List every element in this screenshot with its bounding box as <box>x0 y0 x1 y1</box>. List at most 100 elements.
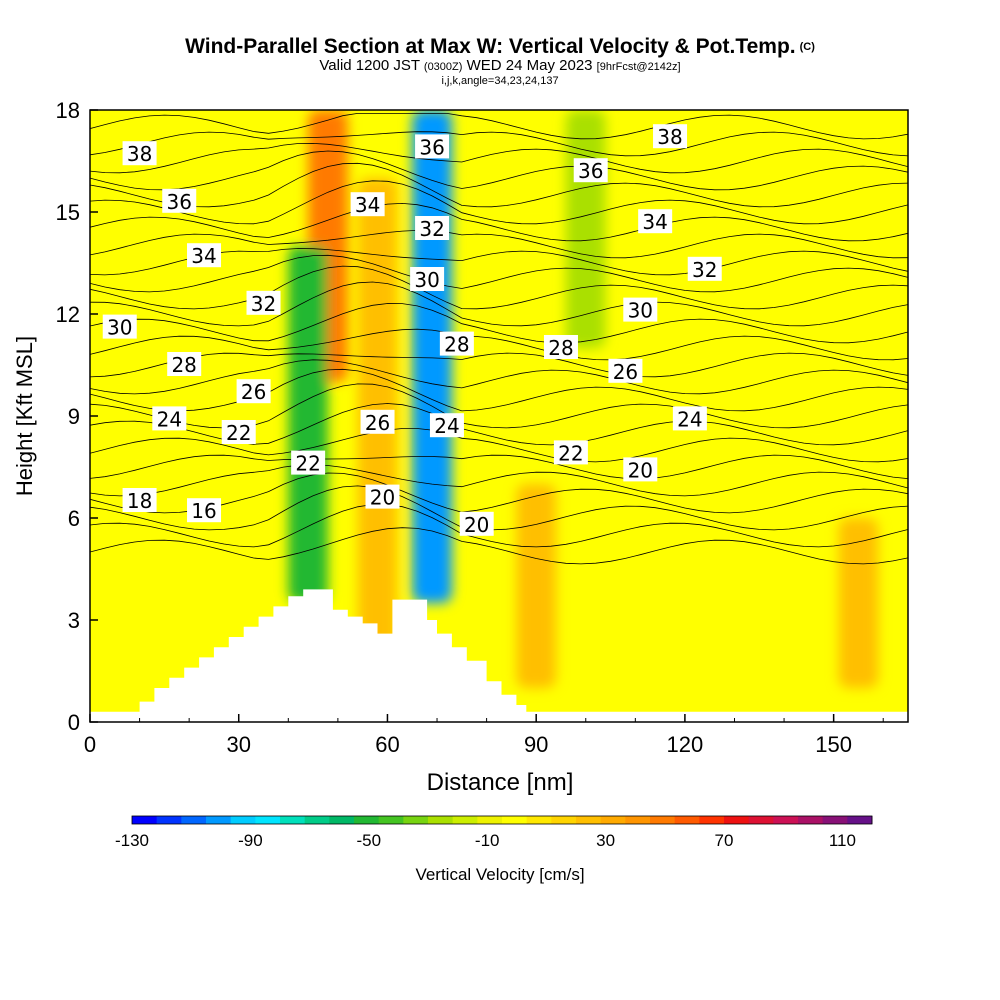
contour-label-bg <box>573 158 608 183</box>
contour-label-24: 32 <box>687 256 722 282</box>
theta-contour-2 <box>90 485 908 531</box>
contour-label-2: 34 <box>187 243 222 268</box>
contour-label-bg <box>187 243 222 268</box>
contour-label-text: 30 <box>414 268 439 292</box>
contour-label-text: 34 <box>191 244 216 268</box>
x-tick-label: 0 <box>84 732 96 757</box>
contour-label-bg <box>623 297 658 322</box>
colorbar-swatch-16 <box>526 816 552 824</box>
contour-label-text: 36 <box>419 135 444 159</box>
contour-label-bg <box>102 314 137 339</box>
colorbar-swatch-20 <box>625 816 651 824</box>
shaded-updraft-2 <box>516 484 557 688</box>
colorbar-swatch-23 <box>699 816 725 824</box>
contour-label-bg <box>350 192 385 217</box>
contour-label-18: 24 <box>429 413 464 438</box>
contour-label-bg <box>291 450 326 475</box>
shaded-downdraft-6 <box>565 110 606 348</box>
contour-label-bg <box>687 256 722 281</box>
colorbar-label: Vertical Velocity [cm/s] <box>415 865 584 884</box>
contour-label-text: 38 <box>657 125 682 149</box>
contour-label-text: 24 <box>157 407 182 431</box>
contour-label-text: 20 <box>370 486 395 510</box>
contour-label-bg <box>653 124 688 149</box>
contour-label-16: 28 <box>439 331 474 357</box>
contour-label-5: 28 <box>167 352 202 377</box>
contour-label-1: 36 <box>162 188 197 214</box>
contour-label-bg <box>187 498 222 523</box>
contour-label-9: 22 <box>291 450 326 476</box>
y-tick-label: 6 <box>68 506 80 531</box>
theta-contour-11 <box>90 352 908 378</box>
contour-label-text: 18 <box>127 489 152 513</box>
contour-label-bg <box>167 352 202 376</box>
colorbar-swatch-9 <box>354 816 380 824</box>
x-tick-label: 60 <box>375 732 399 757</box>
colorbar-swatch-29 <box>847 816 873 824</box>
contour-label-text: 20 <box>464 513 489 537</box>
contour-label-7: 24 <box>152 406 187 431</box>
colorbar-swatch-13 <box>452 816 478 824</box>
colorbar-swatch-12 <box>428 816 454 824</box>
theta-contour-20 <box>90 180 908 225</box>
contour-label-bg <box>543 335 578 359</box>
theta-contour-18 <box>90 229 908 259</box>
x-tick-label: 120 <box>667 732 704 757</box>
colorbar-swatch-5 <box>255 816 281 824</box>
contour-label-text: 22 <box>295 452 320 476</box>
contour-label-20: 20 <box>459 511 494 537</box>
contour-label-bg <box>122 488 157 512</box>
colorbar-swatch-11 <box>403 816 429 824</box>
contour-label-text: 26 <box>613 360 638 384</box>
contour-label-27: 26 <box>608 358 643 384</box>
contour-label-bg <box>459 511 494 536</box>
theta-contour-24 <box>90 131 908 157</box>
theta-contour-10 <box>90 359 908 395</box>
contour-label-6: 26 <box>236 379 271 404</box>
shaded-updraft-3 <box>838 518 879 688</box>
contour-label-23: 34 <box>638 209 673 234</box>
contour-label-text: 30 <box>628 299 653 323</box>
colorbar-tick-label: 110 <box>829 831 856 850</box>
contour-label-bg <box>439 331 474 356</box>
contour-label-text: 36 <box>578 159 603 183</box>
contour-label-22: 38 <box>653 124 688 149</box>
contour-label-text: 34 <box>642 210 667 234</box>
contour-label-3: 32 <box>246 290 281 316</box>
y-tick-label: 0 <box>68 710 80 735</box>
shaded-updraft-1 <box>357 178 398 705</box>
velocity-field <box>90 110 908 722</box>
contour-label-26: 28 <box>543 335 578 360</box>
contour-labels: 38 36 34 32 30 28 26 24 22 22 18 16 34 36 32 30 28 26 24 20… <box>102 124 722 537</box>
contour-label-bg <box>236 379 271 404</box>
contour-label-text: 22 <box>226 421 251 445</box>
colorbar-swatch-17 <box>551 816 577 824</box>
contour-label-bg <box>152 406 187 431</box>
colorbar-swatch-7 <box>304 816 330 824</box>
colorbar-swatch-14 <box>477 816 503 824</box>
x-tick-label: 90 <box>524 732 548 757</box>
colorbar-tick-label: -10 <box>475 831 500 850</box>
colorbar-tick-label: -90 <box>238 831 263 850</box>
y-tick-label: 18 <box>56 98 80 123</box>
theta-contour-5 <box>90 454 908 480</box>
valid-time-local: Valid 1200 JST <box>319 57 420 74</box>
contour-label-8: 22 <box>221 420 256 445</box>
colorbar-swatch-2 <box>181 816 207 824</box>
contour-label-text: 28 <box>171 353 196 377</box>
contour-label-15: 30 <box>410 267 445 292</box>
colorbar-swatch-4 <box>230 816 256 824</box>
contour-label-30: 20 <box>623 457 658 482</box>
x-axis-label: Distance [nm] <box>427 769 574 796</box>
contour-label-4: 30 <box>102 314 137 340</box>
colorbar-swatch-1 <box>156 816 182 824</box>
theta-contour-12 <box>90 328 908 361</box>
theta-contour-1 <box>90 504 908 548</box>
contour-label-text: 24 <box>677 407 702 431</box>
contour-label-13: 36 <box>415 134 450 159</box>
chart-title: Wind-Parallel Section at Max W: Vertical… <box>0 36 1000 58</box>
contour-label-text: 22 <box>558 441 583 465</box>
contour-label-text: 24 <box>434 414 459 438</box>
colorbar-swatch-28 <box>822 816 848 824</box>
